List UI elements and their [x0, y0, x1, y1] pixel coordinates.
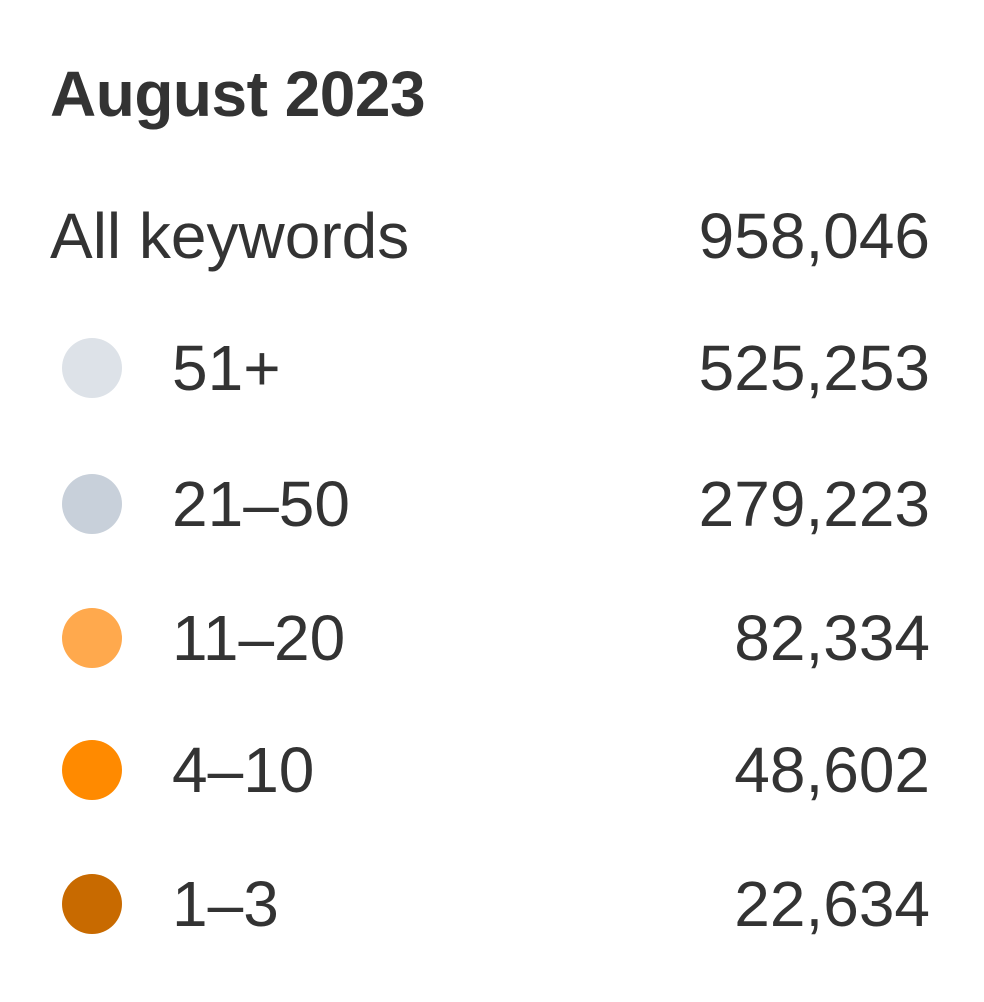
tier-label: 11–20 [172, 602, 346, 674]
tier-row-4-10: 4–10 48,602 [50, 730, 930, 810]
tier-label: 21–50 [172, 468, 350, 540]
tier-label: 51+ [172, 332, 281, 404]
tier-value: 279,223 [698, 468, 930, 540]
tier-row-1-3: 1–3 22,634 [50, 864, 930, 944]
tier-row-21-50: 21–50 279,223 [50, 464, 930, 544]
tier-value: 82,334 [734, 602, 930, 674]
tier-value: 22,634 [734, 868, 930, 940]
all-keywords-row: All keywords 958,046 [50, 196, 930, 276]
legend-dot-icon [62, 338, 122, 398]
tier-label: 4–10 [172, 734, 315, 806]
tier-label: 1–3 [172, 868, 279, 940]
tier-row-51-plus: 51+ 525,253 [50, 328, 930, 408]
tier-value: 525,253 [698, 332, 930, 404]
legend-dot-icon [62, 608, 122, 668]
all-keywords-value: 958,046 [698, 200, 930, 272]
legend-dot-icon [62, 874, 122, 934]
tier-row-11-20: 11–20 82,334 [50, 598, 930, 678]
tier-value: 48,602 [734, 734, 930, 806]
all-keywords-label: All keywords [50, 200, 410, 272]
legend-dot-icon [62, 474, 122, 534]
legend-dot-icon [62, 740, 122, 800]
period-title: August 2023 [50, 58, 426, 130]
